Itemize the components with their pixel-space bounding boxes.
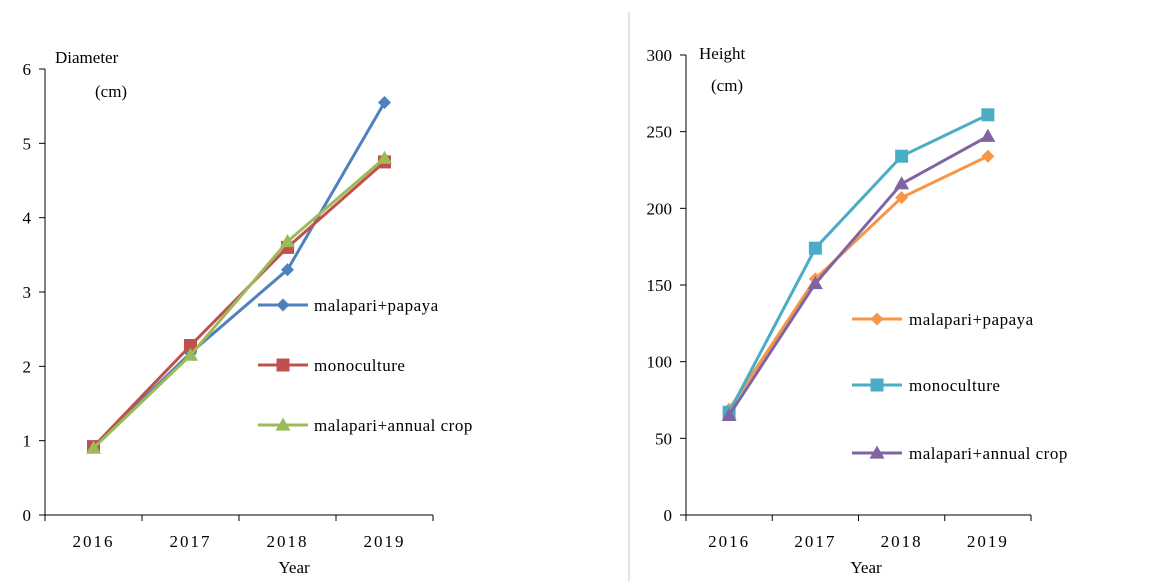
series-line [92,100,386,449]
y-tick-label: 0 [23,506,32,525]
legend-label: malapari+annual crop [314,416,473,435]
x-tick-label: 2019 [967,532,1009,551]
x-tick-label: 2019 [364,532,406,551]
y-tick-label: 200 [647,199,673,218]
y-tick-label: 1 [23,432,32,451]
x-tick-label: 2016 [708,532,750,551]
series-line [727,154,990,411]
legend-swatch-marker [276,358,290,372]
diameter-chart: 0 1 2 3 4 5 6 2016 2017 2018 2019 Diameter (cm) Year m… [23,48,473,577]
data-point-marker [281,263,294,277]
data-point-marker [280,233,295,248]
data-point-marker [721,407,737,421]
height-chart: 0 50 100 150 200 250 300 2016 2017 2018 2019 Height… [647,44,1068,577]
legend-label: monoculture [909,376,1000,395]
legend-swatch-marker [870,312,884,326]
legend-swatch-marker [276,298,290,312]
legend-swatch-marker [869,445,885,459]
data-point-marker [981,149,995,163]
y-tick-label: 250 [647,123,673,142]
data-point-marker [807,275,823,290]
x-tick-label: 2017 [170,532,212,551]
y-tick-label: 0 [664,506,673,525]
y-tick-label: 5 [23,134,32,153]
y-tick-label: 6 [23,60,32,79]
y-tick-label: 150 [647,276,673,295]
data-point-marker [377,150,392,164]
data-point-marker [981,108,995,122]
x-tick-label: 2018 [267,532,309,551]
y-tick-label: 4 [23,209,32,228]
y-axis-label: Diameter [55,48,119,67]
series-line [92,156,386,450]
y-tick-label: 50 [655,429,672,448]
data-point-marker [980,128,996,142]
series-line [727,134,990,417]
y-axis-unit-label: (cm) [711,76,743,95]
y-tick-label: 100 [647,353,673,372]
data-point-marker [378,95,391,109]
data-point-marker [86,440,101,454]
x-tick-label: 2016 [73,532,115,551]
legend-swatch-marker [870,378,884,392]
x-tick-label: 2017 [794,532,836,551]
y-tick-label: 300 [647,46,673,65]
legend-label: malapari+annual crop [909,444,1068,463]
data-point-marker [895,149,909,163]
data-point-marker [183,347,198,361]
y-axis-label: Height [699,44,746,63]
legend-label: malapari+papaya [314,296,439,315]
data-point-marker [184,339,197,353]
data-point-marker [895,191,909,205]
y-tick-label: 2 [23,357,32,376]
data-point-marker [808,241,822,255]
legend-label: monoculture [314,356,405,375]
x-tick-label: 2018 [881,532,923,551]
y-axis-unit-label: (cm) [95,82,127,101]
legend-label: malapari+papaya [909,310,1034,329]
legend-swatch-marker [275,417,291,431]
data-point-marker [894,176,910,190]
series-line [727,113,990,414]
y-tick-label: 3 [23,283,32,302]
x-axis-label: Year [278,558,310,577]
x-axis-label: Year [850,558,882,577]
